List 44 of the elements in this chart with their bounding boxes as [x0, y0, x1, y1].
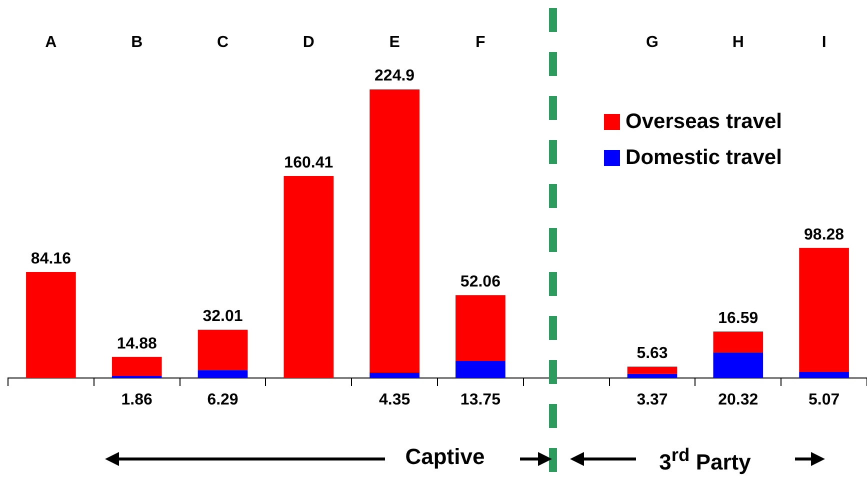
data-label: 14.88 [116, 335, 157, 352]
bar [112, 356, 162, 376]
data-label: 4.35 [378, 391, 410, 408]
data-label: 3.37 [636, 391, 668, 408]
x-tick-label: B [131, 34, 143, 52]
bar [713, 332, 764, 352]
data-label: 84.16 [30, 250, 72, 268]
x-tick-label: H [732, 34, 744, 52]
text: Captive [404, 444, 486, 470]
legend-label: Domestic travel [626, 146, 782, 170]
x-tick-label: F [476, 34, 486, 52]
bar [456, 295, 506, 361]
bar [713, 352, 764, 378]
data-label: 13.75 [460, 391, 501, 408]
data-label: 224.9 [374, 68, 415, 85]
bar [799, 248, 849, 372]
text: 3$^{rd}$ Party [658, 444, 752, 476]
x-tick-label: E [389, 34, 400, 52]
legend-label: Overseas travel [626, 110, 782, 134]
bar [370, 372, 420, 378]
x-tick-label: A [45, 34, 58, 52]
data-label: 5.07 [808, 391, 840, 408]
data-label: 16.59 [718, 310, 758, 327]
x-tick-label: G [646, 34, 658, 52]
x-tick-label: C [216, 34, 229, 52]
bar [627, 366, 678, 374]
data-label: 32.01 [202, 308, 243, 326]
bar [370, 89, 420, 373]
bar [627, 374, 678, 378]
bar [456, 360, 506, 378]
bar [198, 330, 248, 370]
data-label: 98.28 [804, 226, 844, 244]
data-label: 1.86 [121, 391, 153, 408]
bar [26, 272, 76, 378]
x-tick-label: D [302, 34, 314, 52]
data-label: 20.32 [718, 391, 758, 408]
bar [284, 176, 334, 378]
data-label: 52.06 [460, 274, 501, 291]
data-label: 160.41 [284, 154, 334, 172]
bar [799, 372, 849, 378]
data-label: 5.63 [636, 345, 668, 362]
data-label: 6.29 [207, 391, 238, 408]
x-tick-label: I [822, 34, 826, 52]
bar [198, 370, 248, 378]
